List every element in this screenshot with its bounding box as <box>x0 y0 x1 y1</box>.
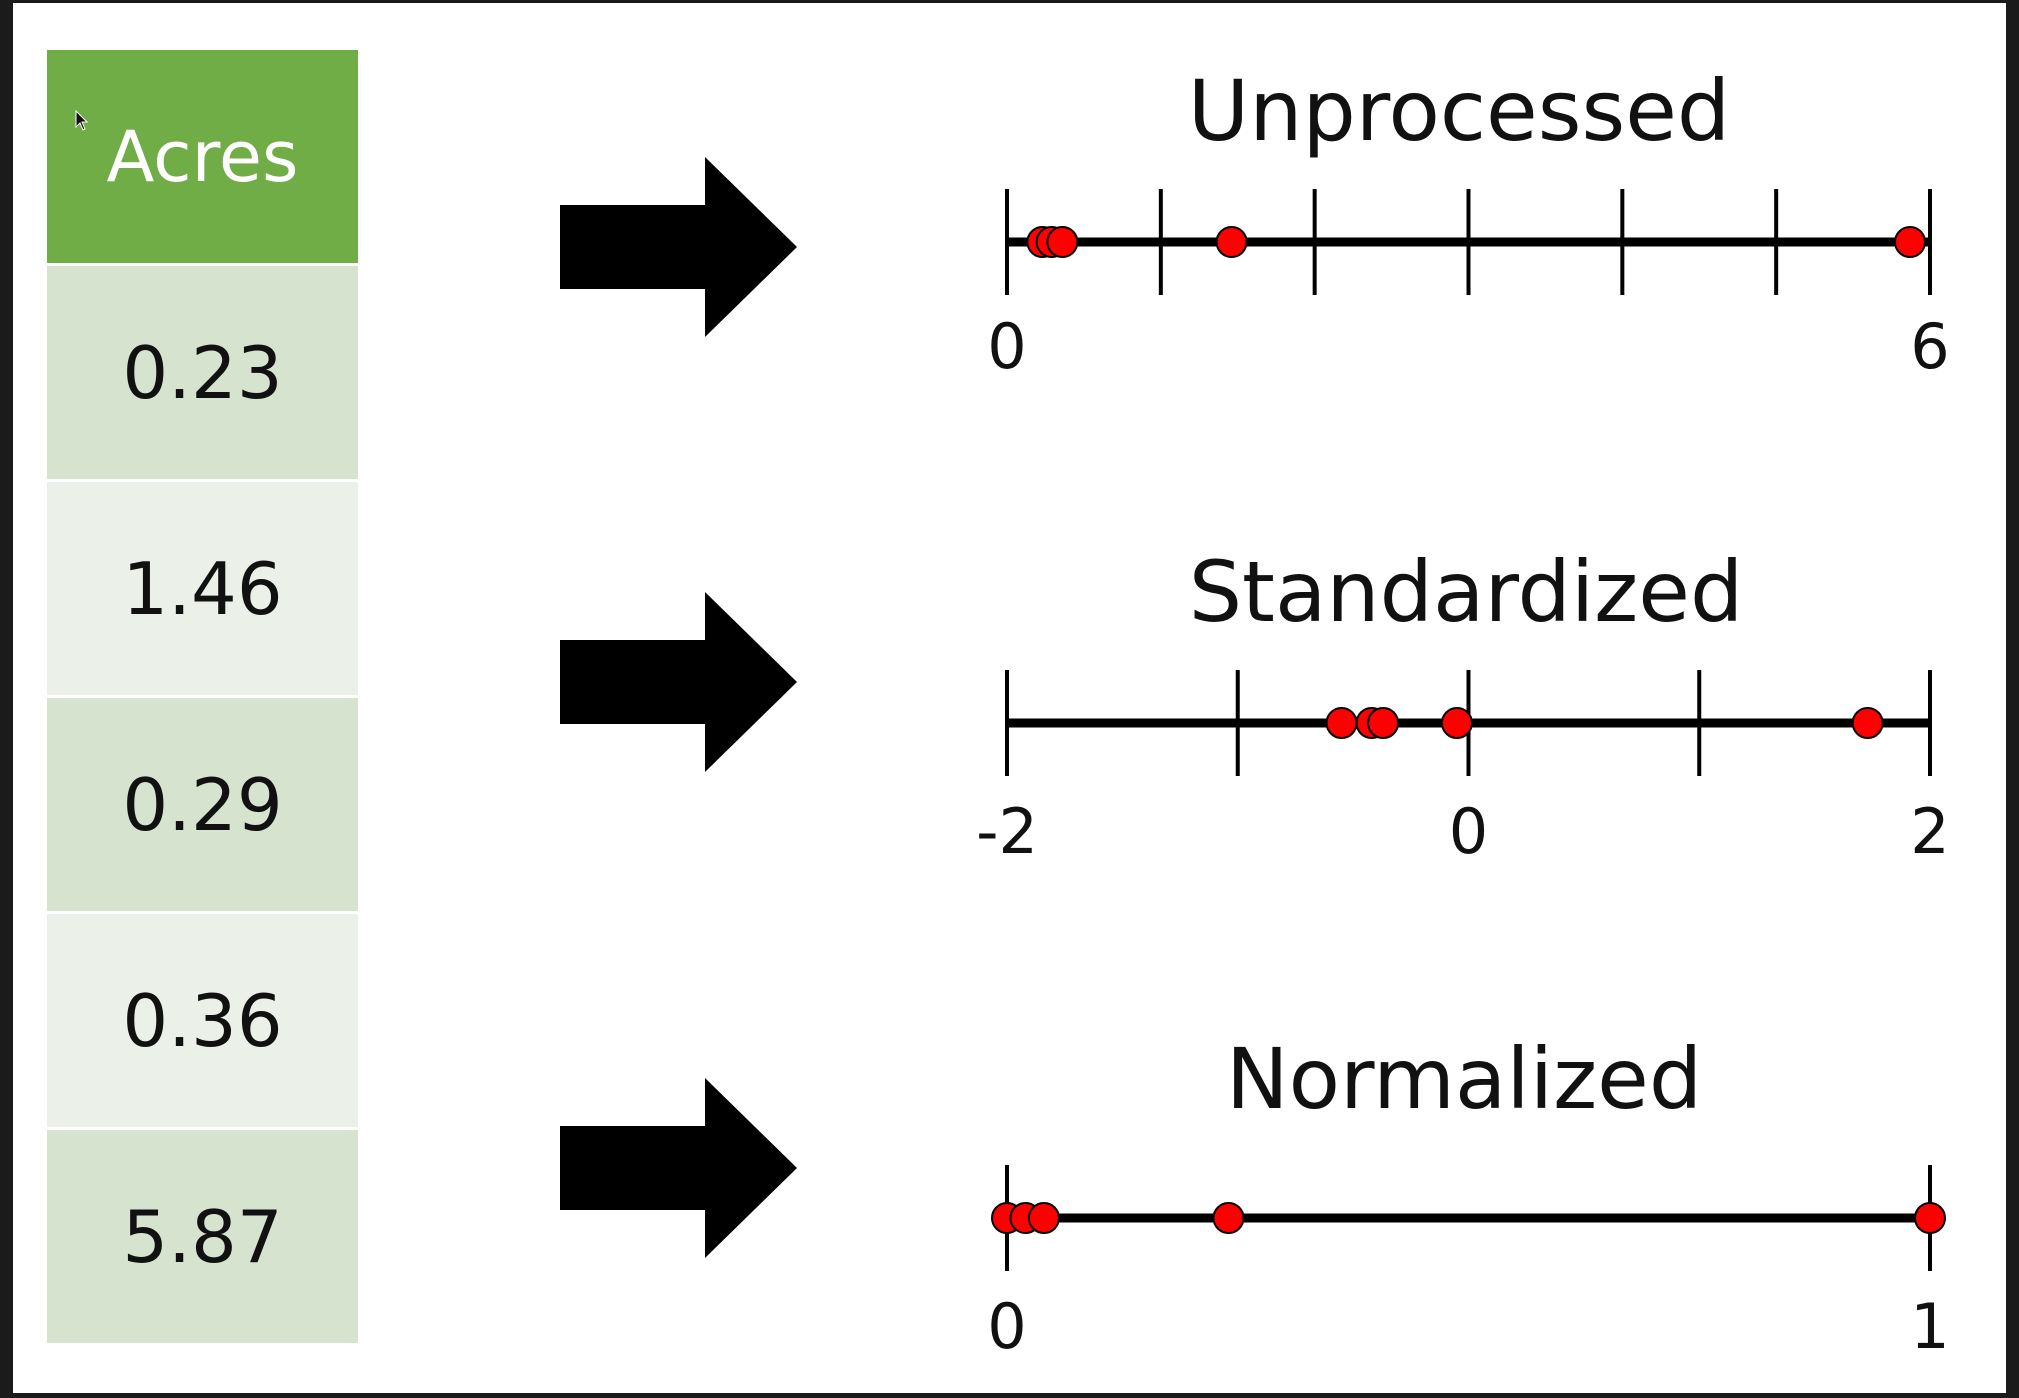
right-arrow-icon <box>560 157 797 337</box>
tick-label: 1 <box>1910 1290 1950 1363</box>
tick-label: 0 <box>987 310 1027 383</box>
table-row: 0.36 <box>47 914 358 1130</box>
table-header: Acres <box>47 50 358 266</box>
panel-title-normalized: Normalized <box>1225 1030 1703 1128</box>
data-point <box>1027 1202 1060 1234</box>
data-point <box>1212 1202 1245 1234</box>
table-row: 5.87 <box>47 1130 358 1346</box>
mouse-cursor-icon <box>75 110 89 131</box>
table-row: 0.29 <box>47 698 358 914</box>
data-point <box>1851 707 1884 739</box>
data-point <box>1046 226 1079 258</box>
tick-label: -2 <box>976 795 1038 868</box>
table-row: 1.46 <box>47 482 358 698</box>
data-point <box>1440 707 1473 739</box>
data-point <box>1215 226 1248 258</box>
panel-title-standardized: Standardized <box>1188 543 1744 641</box>
tick-label: 6 <box>1910 310 1950 383</box>
tick-label: 2 <box>1910 795 1950 868</box>
acres-table: Acres 0.23 1.46 0.29 0.36 5.87 <box>47 50 358 1346</box>
panel-title-unprocessed: Unprocessed <box>1187 62 1731 160</box>
data-point <box>1894 226 1927 258</box>
data-point <box>1914 1202 1946 1234</box>
right-arrow-icon <box>560 1078 797 1258</box>
tick-label: 0 <box>987 1290 1027 1363</box>
tick-label: 0 <box>1448 795 1489 868</box>
data-point <box>1325 707 1358 739</box>
table-row: 0.23 <box>47 266 358 482</box>
right-arrow-icon <box>560 592 797 772</box>
data-point <box>1367 707 1400 739</box>
